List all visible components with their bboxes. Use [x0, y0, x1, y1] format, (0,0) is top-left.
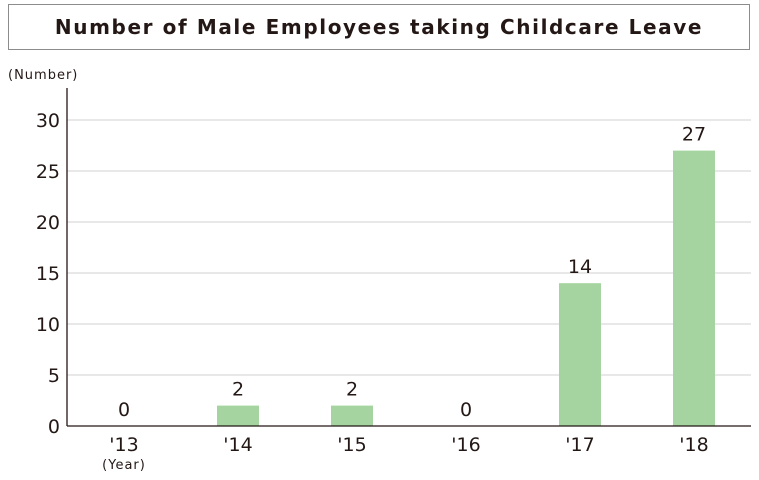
x-tick-label-1: '14 [223, 434, 252, 456]
x-tick-label-4: '17 [565, 434, 594, 456]
y-tick-label-10: 10 [36, 314, 60, 336]
bar-1 [217, 405, 259, 426]
data-label-4: 14 [568, 256, 592, 278]
data-label-3: 0 [460, 399, 472, 421]
data-labels: 0 2 2 0 14 27 [118, 124, 706, 421]
y-tick-label-25: 25 [36, 161, 60, 183]
bar-5 [673, 150, 715, 426]
x-axis-label: (Year) [102, 458, 146, 473]
data-label-1: 2 [232, 379, 244, 401]
gridlines [67, 119, 751, 376]
data-label-0: 0 [118, 399, 130, 421]
y-tick-label-5: 5 [48, 365, 60, 387]
chart-title: Number of Male Employees taking Childcar… [54, 15, 704, 39]
data-label-5: 27 [682, 124, 706, 146]
axes-group [66, 88, 751, 427]
y-tick-label-30: 30 [36, 110, 60, 132]
chart-title-box: Number of Male Employees taking Childcar… [8, 4, 750, 50]
bar-2 [331, 405, 373, 426]
bars-group [217, 150, 715, 426]
x-tick-label-0: '13 [109, 434, 138, 456]
x-tick-labels: '13 '14 '15 '16 '17 '18 [109, 434, 708, 456]
x-tick-label-2: '15 [337, 434, 366, 456]
x-tick-label-5: '18 [679, 434, 708, 456]
y-tick-label-15: 15 [36, 263, 60, 285]
y-tick-label-20: 20 [36, 212, 60, 234]
y-axis-label: (Number) [8, 68, 78, 83]
x-tick-label-3: '16 [451, 434, 480, 456]
y-tick-label-0: 0 [48, 416, 60, 438]
data-label-2: 2 [346, 379, 358, 401]
bar-4 [559, 283, 601, 426]
y-tick-labels: 0 5 10 15 20 25 30 [36, 110, 60, 438]
